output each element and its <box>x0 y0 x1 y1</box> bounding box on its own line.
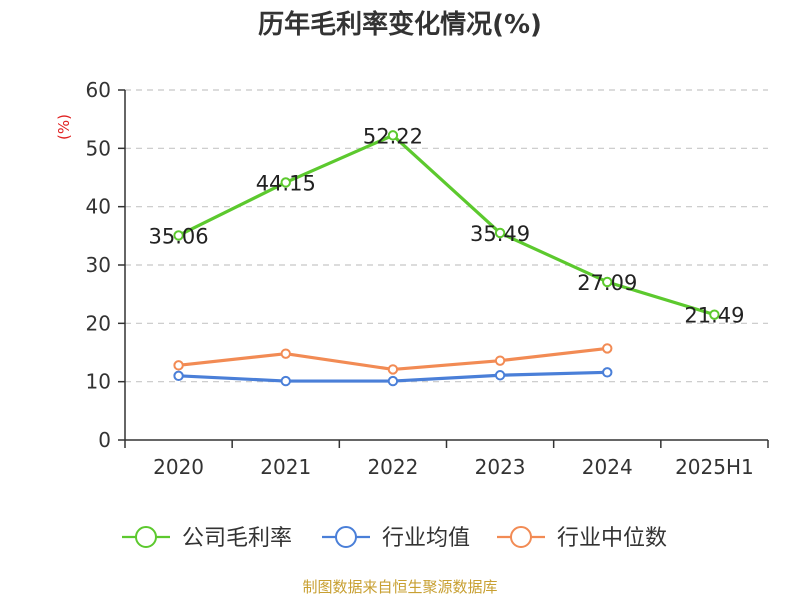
data-label: 35.49 <box>470 222 530 246</box>
data-label: 44.15 <box>256 171 316 195</box>
series-points <box>173 130 720 387</box>
data-point <box>602 343 613 354</box>
data-label: 21.49 <box>684 304 744 328</box>
data-point <box>494 355 506 366</box>
chart-title: 历年毛利率变化情况(%) <box>258 9 542 40</box>
x-tick-labels: 2020 2021 2022 2023 2024 2025H1 <box>153 455 754 479</box>
legend-label: 公司毛利率 <box>182 526 292 551</box>
x-tick-label: 2024 <box>582 455 633 479</box>
y-axis-unit: (%) <box>55 114 73 140</box>
axes <box>118 89 769 448</box>
legend-marker-icon <box>335 526 357 548</box>
data-point <box>387 375 399 387</box>
data-point <box>602 367 613 378</box>
data-label: 52.22 <box>363 124 423 148</box>
data-point <box>494 227 506 239</box>
y-tick-label: 10 <box>86 370 111 394</box>
x-tick-label: 2022 <box>367 455 418 479</box>
data-point <box>709 309 720 320</box>
y-tick-labels: 0 10 20 30 40 50 60 <box>86 78 111 452</box>
series-line <box>176 133 717 317</box>
data-point <box>280 375 291 387</box>
x-tick-label: 2020 <box>153 455 204 479</box>
data-label: 35.06 <box>149 224 209 248</box>
source-footer: 制图数据来自恒生聚源数据库 <box>302 578 497 596</box>
data-point <box>173 360 184 371</box>
legend: 公司毛利率 行业均值 行业中位数 <box>122 526 667 551</box>
legend-marker-icon <box>135 526 157 548</box>
data-label: 27.09 <box>577 271 637 295</box>
y-tick-label: 50 <box>86 136 111 160</box>
data-point <box>280 348 291 359</box>
y-tick-label: 60 <box>86 78 111 102</box>
legend-label: 行业均值 <box>382 526 470 551</box>
data-point <box>173 230 184 241</box>
data-point <box>173 370 184 382</box>
data-labels: 35.06 44.15 52.22 35.49 27.09 21.49 <box>149 124 745 327</box>
y-tick-label: 0 <box>98 428 111 452</box>
data-point <box>280 177 291 188</box>
y-tick-label: 40 <box>86 195 111 219</box>
data-point <box>387 364 399 375</box>
y-tick-label: 30 <box>86 253 111 277</box>
y-tick-label: 20 <box>86 311 111 335</box>
data-point <box>602 276 613 288</box>
data-point <box>387 130 399 141</box>
legend-label: 行业中位数 <box>557 526 667 551</box>
grid-lines <box>125 89 768 383</box>
x-tick-label: 2023 <box>475 455 526 479</box>
x-tick-label: 2021 <box>260 455 311 479</box>
x-tick-label: 2025H1 <box>675 455 754 479</box>
legend-marker-icon <box>510 526 532 548</box>
data-point <box>494 370 506 381</box>
